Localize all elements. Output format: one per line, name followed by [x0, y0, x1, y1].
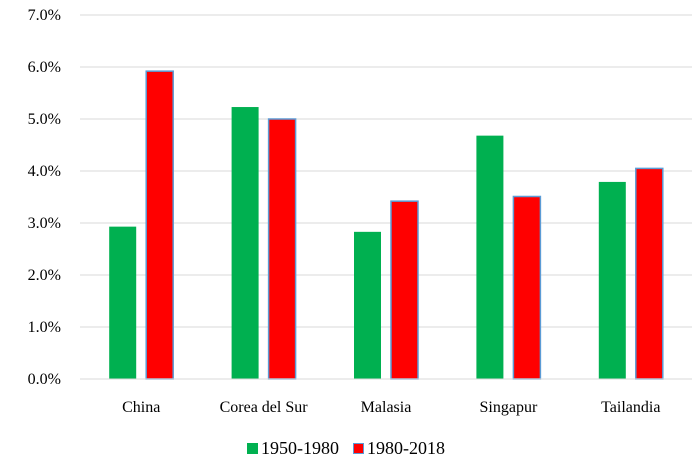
legend-swatch-series-1	[247, 443, 258, 454]
bar-1-singapur	[476, 135, 504, 379]
bar-2-singapur	[512, 195, 542, 380]
bar-chart: 0.0% 1.0% 2.0% 3.0% 4.0% 5.0% 6.0% 7.0% China Co…	[28, 7, 692, 416]
bars	[109, 70, 664, 380]
gridlines	[80, 14, 692, 328]
legend-item-series-2: 1980-2018	[353, 438, 445, 459]
x-category-label: Tailandia	[601, 399, 660, 416]
x-category-label: Corea del Sur	[220, 399, 309, 416]
legend-label-series-1: 1950-1980	[261, 438, 339, 458]
legend-label-series-2: 1980-2018	[367, 438, 445, 458]
bar-1-tailandia	[598, 181, 626, 379]
bar-1-corea-del-sur	[231, 107, 259, 379]
legend: 1950-1980 1980-2018	[0, 438, 692, 459]
x-axis-category-labels: China Corea del Sur Malasia Singapur Tailand…	[122, 399, 660, 416]
y-tick-label: 2.0%	[28, 267, 61, 284]
y-tick-label: 7.0%	[28, 7, 61, 24]
y-tick-label: 5.0%	[28, 111, 61, 128]
legend-swatch-series-2	[353, 443, 364, 454]
x-category-label: China	[122, 399, 160, 416]
x-category-label: Malasia	[361, 399, 412, 416]
bar-2-malasia	[390, 200, 419, 380]
bar-2-china	[145, 70, 174, 380]
bar-1-malasia	[354, 231, 381, 379]
bar-2-tailandia	[635, 167, 664, 380]
y-tick-label: 1.0%	[28, 319, 61, 336]
y-axis-tick-labels: 0.0% 1.0% 2.0% 3.0% 4.0% 5.0% 6.0% 7.0%	[28, 7, 61, 388]
y-tick-label: 0.0%	[28, 371, 61, 388]
x-category-label: Singapur	[480, 399, 538, 416]
bar-1-china	[109, 226, 137, 379]
y-tick-label: 3.0%	[28, 215, 61, 232]
y-tick-label: 6.0%	[28, 59, 61, 76]
legend-item-series-1: 1950-1980	[247, 438, 339, 459]
bar-2-corea-del-sur	[267, 118, 297, 380]
y-tick-label: 4.0%	[28, 163, 61, 180]
